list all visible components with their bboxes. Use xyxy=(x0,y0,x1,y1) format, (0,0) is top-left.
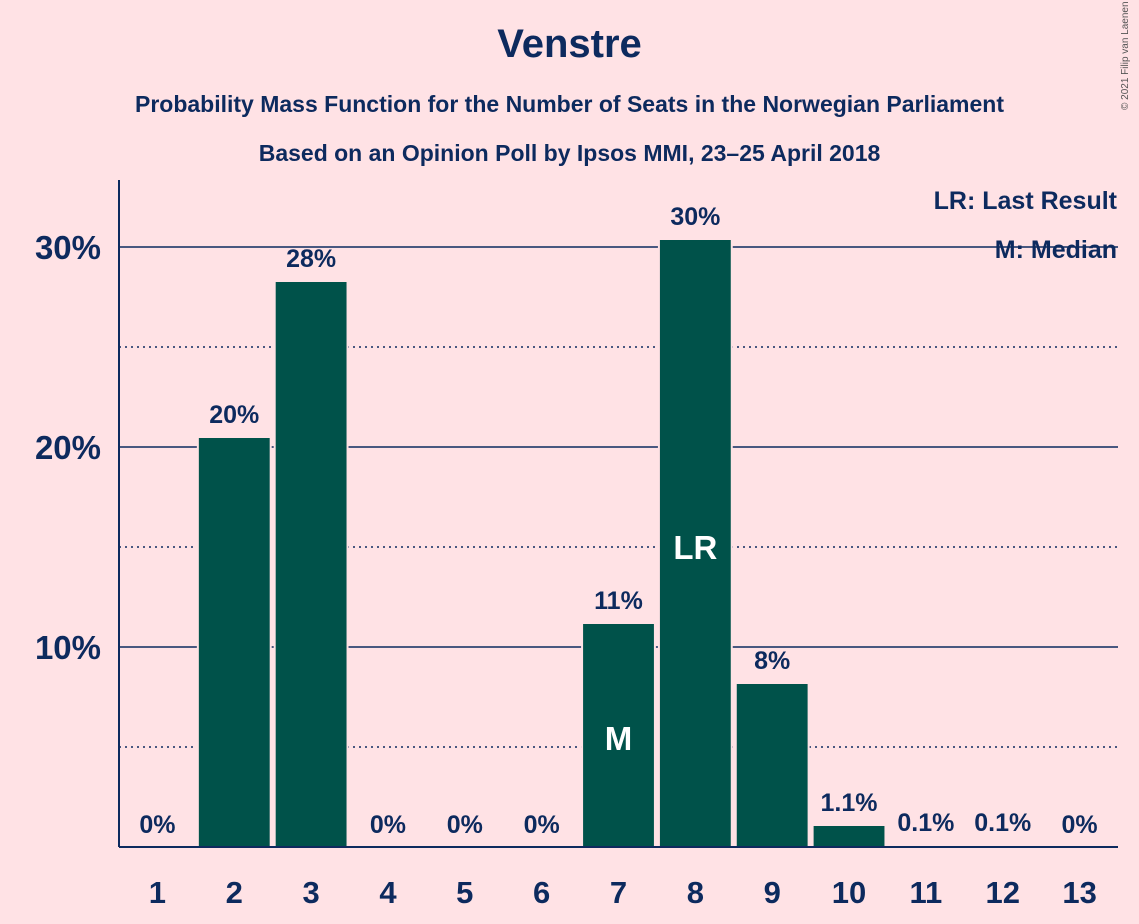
y-tick-label: 30% xyxy=(35,229,101,266)
x-tick-label: 12 xyxy=(985,875,1019,910)
x-tick-label: 6 xyxy=(533,875,550,910)
bar xyxy=(273,280,349,848)
value-label: 0% xyxy=(524,811,560,839)
value-label: 0.1% xyxy=(897,809,954,837)
y-tick-label: 10% xyxy=(35,629,101,666)
value-label: 0% xyxy=(447,811,483,839)
value-label: 30% xyxy=(670,203,720,231)
x-tick-label: 7 xyxy=(610,875,627,910)
value-label: 1.1% xyxy=(821,789,878,817)
x-tick-label: 5 xyxy=(456,875,473,910)
y-tick-label: 20% xyxy=(35,429,101,466)
legend-entry: LR: Last Result xyxy=(934,187,1118,215)
x-tick-label: 13 xyxy=(1062,875,1096,910)
bar xyxy=(734,682,810,848)
bar-marker-label: M xyxy=(605,720,633,757)
value-label: 28% xyxy=(286,245,336,273)
legend-entry: M: Median xyxy=(995,236,1117,264)
value-label: 0.1% xyxy=(974,809,1031,837)
value-label: 20% xyxy=(209,401,259,429)
chart-subtitle-1: Probability Mass Function for the Number… xyxy=(134,91,1005,117)
x-tick-label: 1 xyxy=(149,875,166,910)
x-tick-label: 4 xyxy=(379,875,397,910)
chart-title: Venstre xyxy=(497,22,642,66)
value-label: 8% xyxy=(754,647,790,675)
x-tick-label: 11 xyxy=(909,875,942,910)
value-label: 0% xyxy=(370,811,406,839)
x-tick-label: 10 xyxy=(832,875,866,910)
bar xyxy=(581,622,656,848)
x-tick-label: 3 xyxy=(302,875,319,910)
x-tick-label: 8 xyxy=(687,875,704,910)
x-tick-label: 9 xyxy=(764,875,781,910)
value-label: 11% xyxy=(594,587,643,615)
bar xyxy=(196,436,272,848)
bar xyxy=(811,824,887,848)
value-label: 0% xyxy=(139,811,175,839)
bar-marker-label: LR xyxy=(673,529,717,566)
chart-subtitle-2: Based on an Opinion Poll by Ipsos MMI, 2… xyxy=(258,140,881,166)
value-label: 0% xyxy=(1062,811,1098,839)
x-tick-label: 2 xyxy=(226,875,243,910)
